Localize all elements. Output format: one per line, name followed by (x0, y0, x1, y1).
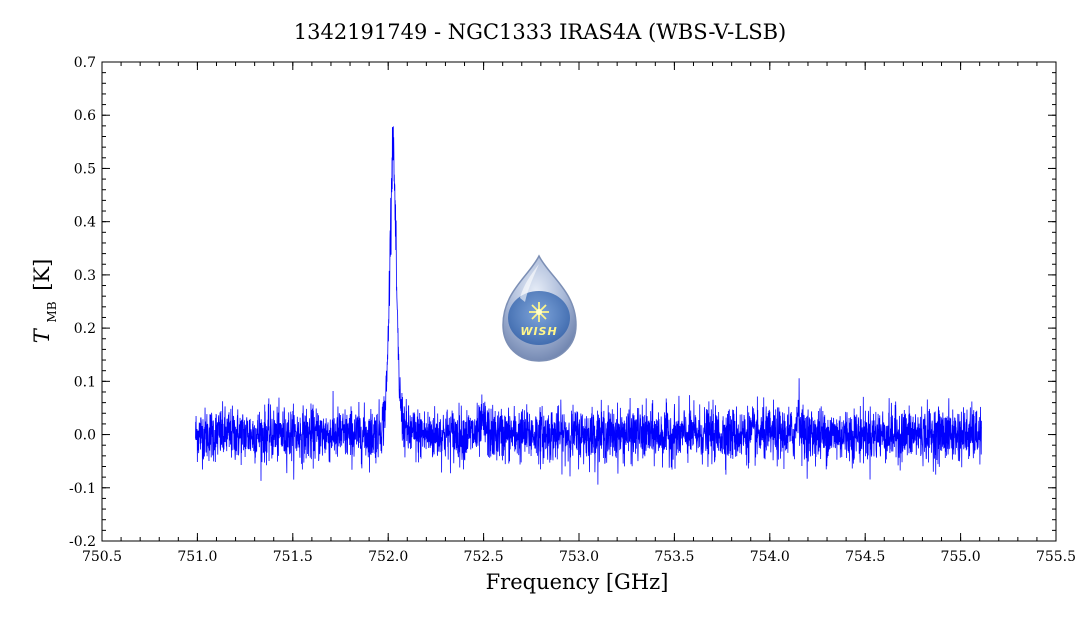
y-tick-labels: -0.2 -0.1 0.0 0.1 0.2 0.3 0.4 0.5 0.6 0.7 (69, 55, 96, 550)
x-axis-label: Frequency [GHz] (486, 570, 669, 594)
x-tick-label: 753.0 (559, 549, 599, 565)
y-tick-label: 0.0 (74, 428, 96, 444)
x-tick-label: 751.0 (177, 549, 217, 565)
x-tick-label: 752.5 (464, 549, 504, 565)
drop-highlight (520, 264, 539, 302)
y-tick-label: 0.4 (74, 215, 96, 231)
y-tick-label: 0.7 (74, 55, 96, 71)
y-tick-label: 0.6 (74, 108, 96, 124)
x-tick-label: 752.0 (368, 549, 408, 565)
y-axis-label: T MB [K] (30, 259, 61, 344)
svg-text:T MB [K]: T MB [K] (30, 259, 61, 344)
y-tick-label: -0.1 (69, 481, 96, 497)
y-tick-label: 0.2 (74, 321, 96, 337)
x-tick-label: 750.5 (82, 549, 122, 565)
chart-title: 1342191749 - NGC1333 IRAS4A (WBS-V-LSB) (294, 20, 786, 44)
y-tick-label: 0.5 (74, 161, 96, 177)
spectrum-line (195, 126, 982, 485)
wish-logo-text: WISH (520, 325, 557, 338)
axis-ticks (101, 61, 1057, 542)
y-tick-label: -0.2 (69, 534, 96, 550)
x-tick-label: 754.5 (845, 549, 885, 565)
x-tick-label: 753.5 (654, 549, 694, 565)
y-axis-symbol: T (30, 327, 54, 343)
x-tick-label: 755.5 (1036, 549, 1076, 565)
y-axis-unit: [K] (30, 259, 54, 291)
x-tick-label: 754.0 (750, 549, 790, 565)
x-tick-label: 751.5 (273, 549, 313, 565)
y-tick-label: 0.3 (74, 268, 96, 284)
x-tick-labels: 750.5 751.0 751.5 752.0 752.5 753.0 753.5 754.0… (82, 549, 1076, 565)
y-tick-label: 0.1 (74, 374, 96, 390)
y-axis-subscript: MB (45, 301, 59, 322)
x-tick-label: 755.0 (941, 549, 981, 565)
wish-logo: WISH (502, 254, 577, 362)
